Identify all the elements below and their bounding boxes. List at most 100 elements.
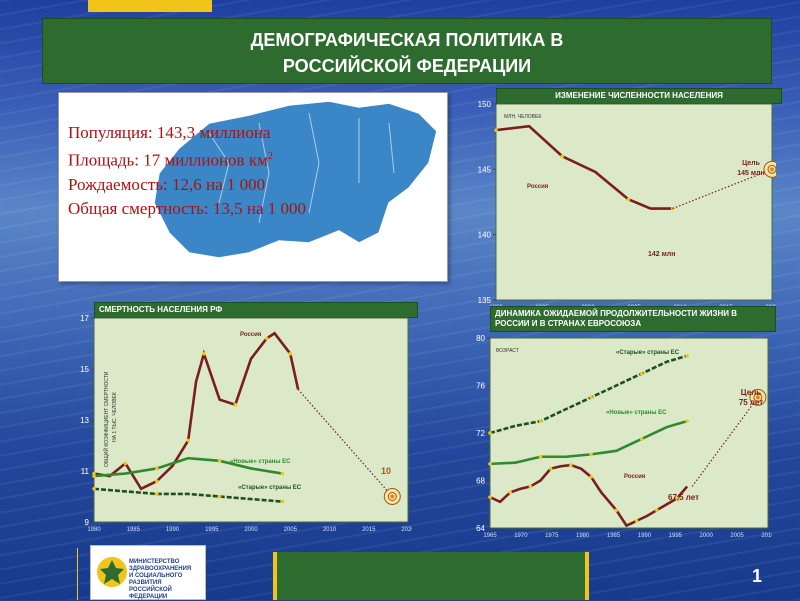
life-point-1	[589, 452, 593, 457]
population-ytick-label: 150	[478, 100, 492, 109]
mortality-point-1	[217, 459, 222, 463]
mortality-xtick-label: 1980	[87, 527, 101, 533]
life-series-line-3	[691, 397, 759, 487]
life-point-1	[538, 454, 543, 459]
mortality-point-0	[288, 351, 293, 356]
population-ytick-label: 145	[478, 165, 492, 174]
mortality-series-line-1	[93, 456, 283, 478]
life-point-2	[569, 463, 573, 467]
life-point-0	[538, 419, 543, 423]
slide-title: ДЕМОГРАФИЧЕСКАЯ ПОЛИТИКА В РОССИЙСКОЙ ФЕ…	[42, 18, 772, 84]
population-point-0	[494, 128, 498, 132]
mortality-ylabel-line2: НА 1 ТЫС. ЧЕЛОВЕК	[112, 392, 118, 442]
mortality-ytick-label: 9	[85, 518, 90, 527]
population-series-line-1	[672, 168, 773, 210]
mortality-point-2	[280, 499, 285, 504]
population-annotation-goal: Цель	[742, 160, 761, 167]
ministry-logo-text: МИНИСТЕРСТВО ЗДРАВООХРАНЕНИЯ И СОЦИАЛЬНО…	[129, 559, 205, 601]
life-point-2	[634, 519, 639, 523]
population-point-0	[560, 154, 565, 159]
mortality-chart-panel: СМЕРТНОСТЬ НАСЕЛЕНИЯ РФ 17 15 13 11 9 1980 198…	[60, 302, 418, 540]
population-ytick-label: 135	[478, 296, 492, 305]
life-xtick-label: 1990	[638, 533, 652, 539]
life-expectancy-chart-title: ДИНАМИКА ОЖИДАЕМОЙ ПРОДОЛЖИТЕЛЬНОСТИ ЖИЗ…	[490, 306, 776, 332]
life-point-2	[508, 490, 513, 495]
mortality-new-eu-label: «Новые» страны ЕС	[230, 459, 291, 465]
area-text: Площадь: 17 миллионов км2	[68, 145, 306, 173]
mortality-xtick-label: 2020	[401, 527, 412, 533]
population-point-0	[626, 197, 631, 202]
population-chart: 1501451401351990199520002005201020152020…	[478, 100, 776, 308]
mortality-target-label: 10	[381, 466, 391, 476]
life-ytick-label: 68	[476, 477, 485, 486]
mortality-xtick-label: 1990	[166, 527, 180, 533]
mortality-text: Общая смертность: 13,5 на 1 000	[68, 198, 307, 218]
life-ytick-label: 76	[476, 382, 485, 391]
life-xtick-label: 1995	[669, 533, 683, 539]
logo-line2: ЗДРАВООХРАНЕНИЯ	[129, 566, 192, 572]
life-point-1	[488, 462, 492, 466]
mortality-point-0	[202, 351, 206, 356]
life-expectancy-title-line1: ДИНАМИКА ОЖИДАЕМОЙ ПРОДОЛЖИТЕЛЬНОСТИ ЖИЗ…	[495, 309, 738, 318]
mortality-point-2	[92, 487, 96, 491]
life-target-dot	[755, 395, 760, 400]
mortality-point-0	[233, 402, 238, 407]
mortality-series-line-2	[93, 487, 283, 503]
life-new-eu-label: «Новые» страны ЕС	[606, 410, 667, 416]
life-series-line-2	[489, 463, 689, 528]
life-point-2	[488, 495, 492, 499]
info-text: Популяция: 143,3 миллиона Площадь: 17 ми…	[68, 121, 306, 221]
life-xtick-label: 2005	[730, 533, 744, 539]
logo-line1: МИНИСТЕРСТВО	[129, 559, 180, 565]
mortality-ytick-label: 17	[80, 314, 89, 323]
life-ytick-label: 72	[476, 429, 485, 438]
life-point-2	[675, 496, 679, 501]
birth-rate-text: Рождаемость: 12,6 на 1 000	[68, 174, 266, 194]
accent-block-top	[88, 0, 212, 12]
divider-line	[77, 548, 78, 600]
population-annotation-current: 142 млн	[648, 251, 675, 258]
mortality-xtick-label: 1985	[127, 527, 141, 533]
life-xtick-label: 1980	[576, 533, 590, 539]
mortality-xtick-label: 1995	[205, 527, 219, 533]
life-annotation-goal-value: 75 лет	[739, 398, 763, 407]
population-ytick-label: 140	[478, 231, 492, 240]
map-landmass	[153, 100, 438, 259]
mortality-target-ring-inner	[387, 492, 397, 501]
mortality-point-0	[123, 461, 128, 466]
logo-line4: РОССИЙСКОЙ ФЕДЕРАЦИИ	[129, 587, 172, 600]
life-point-0	[488, 431, 492, 435]
mortality-ytick-label: 15	[80, 365, 89, 374]
life-xtick-label: 1970	[514, 533, 528, 539]
life-annotation-goal: Цель	[741, 388, 761, 397]
life-old-eu-label: «Старые» страны ЕС	[616, 350, 680, 356]
mortality-point-1	[280, 471, 285, 476]
ministry-emblem-icon	[97, 557, 127, 587]
slide-title-line1: ДЕМОГРАФИЧЕСКАЯ ПОЛИТИКА В	[250, 30, 564, 50]
life-point-2	[548, 466, 553, 471]
mortality-ytick-label: 11	[81, 467, 90, 476]
page-number: 1	[752, 566, 763, 586]
life-plot-area	[489, 337, 769, 529]
mortality-point-1	[92, 474, 96, 478]
population-ylabel: МЛН. ЧЕЛОВЕК	[504, 114, 541, 120]
life-target-ring-inner	[753, 392, 763, 402]
life-xtick-label: 1975	[545, 533, 559, 539]
mortality-series-line-3	[297, 389, 393, 497]
life-ytick-label: 80	[476, 334, 485, 343]
mortality-series-line-0	[93, 331, 300, 491]
mortality-xtick-label: 2015	[362, 527, 376, 533]
population-series-label: Россия	[527, 184, 549, 190]
mortality-ylabel-line1: ОБЩИЙ КОЭФФИЦИЕНТ СМЕРТНОСТИ	[102, 371, 110, 467]
mortality-target-dot	[390, 494, 395, 499]
bottom-green-bar	[273, 552, 589, 600]
mortality-point-0	[92, 471, 96, 476]
mortality-old-eu-label: «Старые» страны ЕС	[238, 485, 302, 491]
life-expectancy-chart-panel: ДИНАМИКА ОЖИДАЕМОЙ ПРОДОЛЖИТЕЛЬНОСТИ ЖИЗ…	[456, 306, 776, 544]
mortality-xtick-label: 2005	[284, 527, 298, 533]
population-target-dot	[770, 167, 774, 172]
life-point-2	[528, 484, 533, 489]
mortality-point-2	[217, 494, 222, 499]
russia-map-image	[59, 93, 447, 281]
